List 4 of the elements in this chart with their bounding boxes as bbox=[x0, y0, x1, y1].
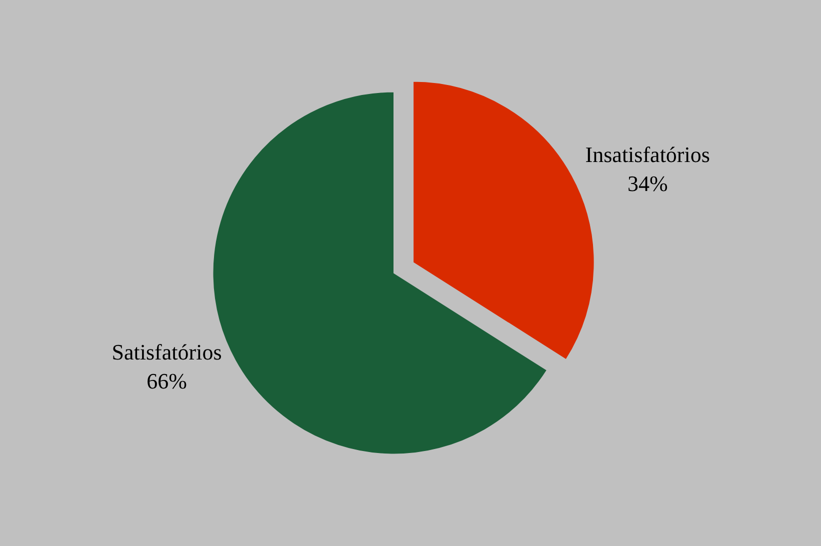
slice-label: Insatisfatórios bbox=[585, 142, 710, 168]
data-label: 34% bbox=[627, 170, 668, 196]
slice-label: Satisfatórios bbox=[112, 340, 222, 365]
data-label: 66% bbox=[146, 368, 187, 394]
